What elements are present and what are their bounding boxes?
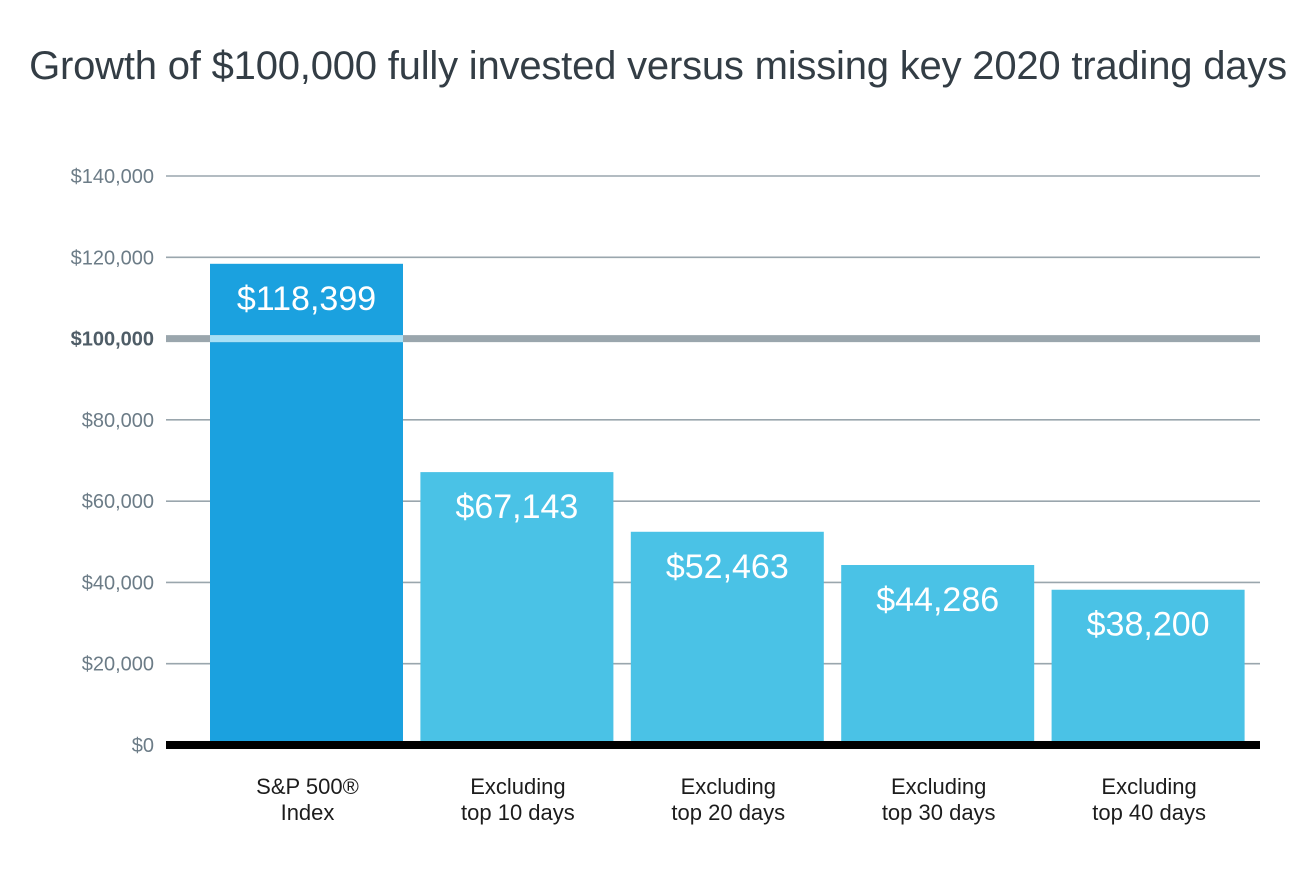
x-tick-label: Excluding top 20 days (671, 774, 785, 825)
data-label: $67,143 (455, 488, 578, 526)
y-tick-label: $80,000 (82, 410, 154, 432)
data-label: $118,399 (237, 280, 376, 318)
y-tick-label: $60,000 (82, 491, 154, 513)
x-tick-label: Excluding top 10 days (461, 774, 575, 825)
y-tick-label: $120,000 (71, 247, 154, 269)
value-labels: $118,399 $67,143 $52,463 $44,286 $38,200 (237, 280, 1210, 644)
x-axis: S&P 500® Index Excluding top 10 days Excludi… (256, 774, 1206, 825)
bar (420, 472, 614, 745)
x-tick-label: S&P 500® Index (256, 774, 359, 825)
y-axis: $0 $20,000 $40,000 $60,000 $80,000 $100,000 $1… (71, 166, 154, 757)
data-label: $52,463 (666, 548, 789, 586)
y-tick-label: $100,000 (71, 329, 154, 351)
bar (841, 565, 1035, 745)
reference-line-group (166, 335, 1260, 749)
bars (210, 263, 1245, 745)
y-tick-label: $0 (132, 735, 154, 757)
data-label: $44,286 (876, 581, 999, 619)
bar (1051, 589, 1245, 745)
y-tick-label: $40,000 (82, 572, 154, 594)
y-tick-label: $20,000 (82, 654, 154, 676)
x-tick-label: Excluding top 30 days (882, 774, 996, 825)
bar (210, 263, 403, 745)
x-tick-label: Excluding top 40 days (1092, 774, 1206, 825)
chart-title: Growth of $100,000 fully invested versus… (29, 44, 1287, 88)
data-label: $38,200 (1087, 606, 1210, 644)
y-tick-label: $140,000 (71, 166, 154, 188)
bar (630, 531, 824, 745)
